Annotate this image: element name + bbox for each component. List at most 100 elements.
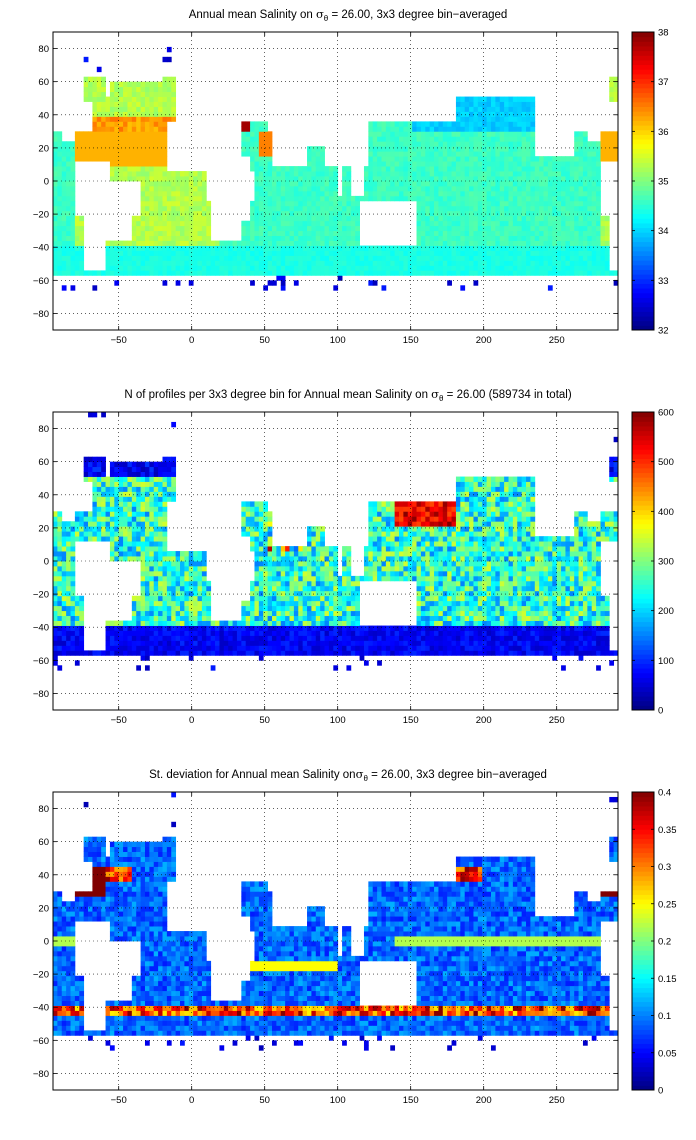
heatmap-cell [197,595,203,602]
heatmap-cell [66,570,71,577]
heatmap-cell [333,580,339,587]
heatmap-cell [420,205,426,212]
heatmap-cell [144,531,150,537]
heatmap-cell [434,131,439,137]
heatmap-cell [105,521,111,527]
heatmap-cell [158,551,163,557]
heatmap-cell [180,605,185,612]
heatmap-cell [149,200,155,207]
heatmap-cell [57,156,63,162]
heatmap-cell [490,96,496,102]
heatmap-cell [276,630,282,636]
heatmap-cell [171,240,177,246]
heatmap-cell [109,270,115,276]
heatmap-cell [455,235,461,241]
heatmap-cell [136,630,141,636]
heatmap-cell [153,491,159,497]
heatmap-cell [271,245,277,251]
heatmap-cell [293,565,299,572]
heatmap-cell [271,645,277,651]
heatmap-cell [302,551,308,557]
heatmap-cell [368,516,374,522]
heatmap-cell [101,101,106,107]
heatmap-cell [587,240,593,246]
heatmap-cell [569,255,575,261]
heatmap-cell [363,171,369,177]
heatmap-cell [79,511,85,517]
heatmap-cell [250,645,255,651]
heatmap-cell [123,121,128,127]
heatmap-cell [162,131,168,137]
heatmap-cell [477,101,483,107]
heatmap-cell [136,91,141,97]
heatmap-cell [464,116,470,122]
heatmap-cell [267,585,273,592]
heatmap-cell [162,235,168,241]
grid-lines [53,32,618,330]
heatmap-cell [289,181,295,187]
heatmap-cell [267,240,273,246]
heatmap-cell [70,595,76,602]
heatmap-cell [289,570,295,577]
heatmap-cell [88,650,93,656]
heatmap-cell [188,625,194,631]
heatmap-cell [53,625,58,631]
heatmap-cell [197,176,203,182]
heatmap-cell [140,230,146,237]
heatmap-cell [158,521,163,527]
heatmap-cell [136,556,141,562]
heatmap-cell [127,126,133,132]
heatmap-cell [114,141,120,147]
heatmap-cell [123,625,128,631]
heatmap-cell [333,195,339,202]
chart-title: Annual mean Salinity on σθ = 26.00, 3x3 … [189,7,508,23]
heatmap-cell [561,161,566,167]
heatmap-cell [258,645,264,651]
heatmap-cell [144,265,150,271]
heatmap-cell [57,205,63,212]
heatmap-cell [241,511,247,517]
heatmap-cell [70,536,76,542]
heatmap-cell [582,230,588,237]
heatmap-cell [140,121,146,127]
heatmap-cell [504,190,509,197]
heatmap-cell [429,210,435,217]
heatmap-cell [83,156,89,162]
heatmap-cell [333,205,339,212]
heatmap-cell [600,265,606,271]
heatmap-cell [285,240,290,246]
heatmap-cell [451,265,457,271]
heatmap-cell [495,146,501,152]
heatmap-cell [495,161,501,167]
heatmap-cell [517,171,523,177]
heatmap-cell [517,240,523,246]
heatmap-cell [158,506,163,512]
heatmap-cell [250,240,255,246]
heatmap-cell [250,121,255,127]
heatmap-cell [429,260,435,266]
heatmap-cell [609,76,615,83]
heatmap-cell [447,156,452,162]
heatmap-cell [333,210,339,217]
heatmap-cell [254,205,260,212]
heatmap-cell [158,195,163,202]
heatmap-cell [315,166,321,172]
heatmap-cell [298,200,304,207]
heatmap-cell [162,101,168,107]
heatmap-cell [193,635,198,641]
heatmap-cell [285,260,290,266]
heatmap-cell [569,270,575,276]
heatmap-cell [469,270,474,276]
heatmap-cell [131,230,137,237]
heatmap-cell [53,640,58,646]
heatmap-cell [123,136,128,142]
heatmap-cell [425,185,431,192]
heatmap-cell [289,205,295,212]
heatmap-cell [311,546,317,552]
heatmap-cell [70,171,76,177]
heatmap-cell [166,476,172,482]
heatmap-cell [368,511,374,517]
heatmap-cell [609,91,615,97]
heatmap-cell [276,580,282,587]
heatmap-cell [381,190,387,197]
